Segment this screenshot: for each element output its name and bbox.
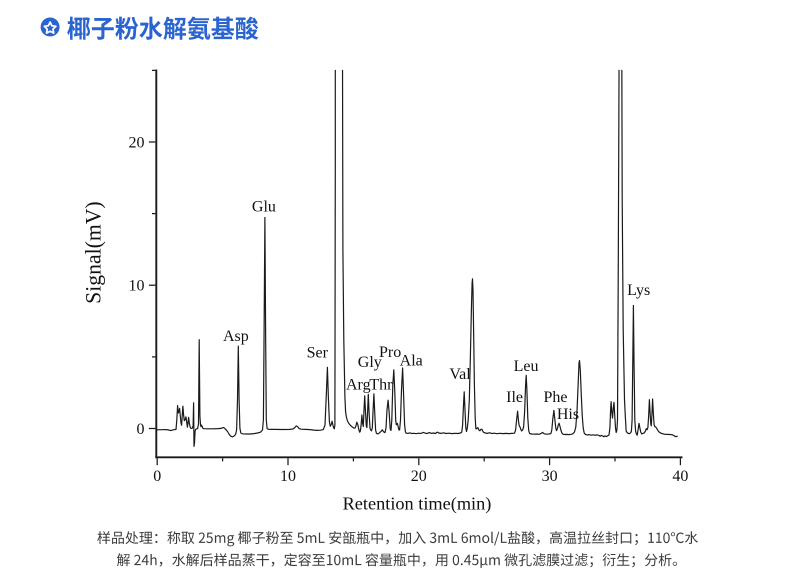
svg-text:Val: Val — [449, 366, 471, 383]
svg-text:Pro: Pro — [379, 344, 401, 361]
svg-text:Leu: Leu — [514, 358, 539, 375]
svg-text:Phe: Phe — [544, 389, 568, 406]
svg-text:40: 40 — [672, 468, 688, 485]
svg-text:Signal(mV): Signal(mV) — [82, 201, 106, 303]
svg-text:10: 10 — [129, 278, 145, 295]
svg-text:Thr: Thr — [369, 377, 393, 394]
svg-text:Ser: Ser — [307, 344, 329, 361]
svg-text:Ile: Ile — [506, 389, 523, 406]
svg-text:30: 30 — [542, 468, 558, 485]
svg-text:0: 0 — [153, 468, 161, 485]
svg-text:Arg: Arg — [346, 377, 371, 394]
svg-text:Glu: Glu — [252, 198, 276, 215]
svg-text:Gly: Gly — [358, 354, 382, 371]
svg-text:Asp: Asp — [223, 328, 249, 345]
svg-text:10: 10 — [280, 468, 296, 485]
svg-text:20: 20 — [129, 134, 145, 151]
svg-text:20: 20 — [411, 468, 427, 485]
svg-text:Ala: Ala — [400, 353, 423, 370]
svg-text:His: His — [557, 406, 579, 423]
svg-text:Lys: Lys — [627, 282, 650, 299]
svg-text:Retention time(min): Retention time(min) — [343, 494, 492, 515]
svg-text:0: 0 — [137, 421, 145, 438]
